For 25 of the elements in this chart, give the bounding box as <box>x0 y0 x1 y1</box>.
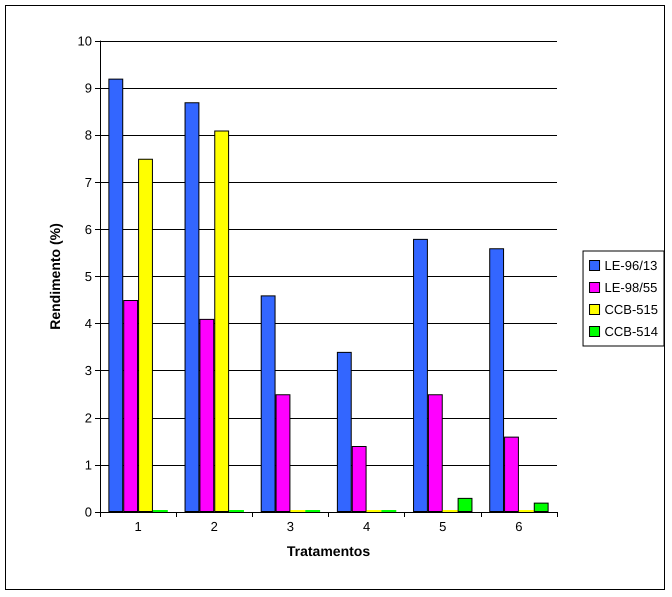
legend-label: LE-96/13 <box>604 258 658 273</box>
bar <box>458 498 472 512</box>
bar <box>534 502 549 512</box>
x-tick-label: 2 <box>210 519 218 534</box>
y-tick-label: 2 <box>84 410 92 426</box>
y-tick-label: 7 <box>84 174 92 190</box>
y-tick-label: 0 <box>84 504 92 520</box>
y-tick-label: 1 <box>84 457 92 472</box>
x-tick-label: 6 <box>515 519 523 534</box>
y-tick-label: 8 <box>84 128 92 143</box>
y-axis-title: Rendimento (%) <box>47 223 63 330</box>
x-tick-label: 1 <box>134 519 142 534</box>
x-tick-label: 4 <box>362 519 370 534</box>
x-axis-title: Tratamentos <box>286 543 370 559</box>
x-tick-label: 5 <box>439 519 446 534</box>
y-tick-label: 4 <box>84 316 92 332</box>
y-tick-label: 3 <box>84 363 92 378</box>
y-tick-label: 6 <box>84 222 92 237</box>
y-tick-label: 10 <box>78 34 92 48</box>
legend-label: CCB-514 <box>604 324 658 339</box>
x-tick-label: 3 <box>286 519 294 534</box>
legend-label: CCB-515 <box>604 302 658 317</box>
y-tick-label: 9 <box>84 80 92 96</box>
legend-label: LE-98/55 <box>604 280 658 295</box>
y-tick-label: 5 <box>84 269 92 284</box>
